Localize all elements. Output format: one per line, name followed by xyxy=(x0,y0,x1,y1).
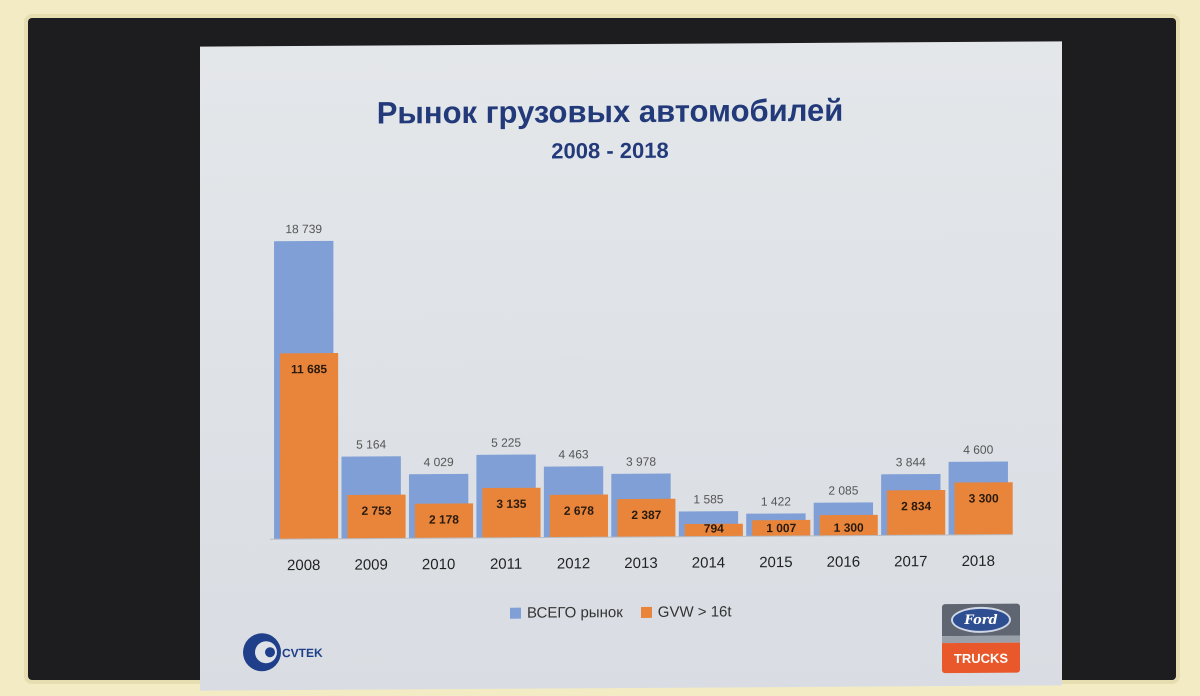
x-tick-2009: 2009 xyxy=(354,556,387,573)
label-total-2011: 5 225 xyxy=(491,436,521,450)
label-gvw-2009: 2 753 xyxy=(362,504,392,518)
label-gvw-2018: 3 300 xyxy=(969,491,999,505)
legend-label-gvw: GVW > 16t xyxy=(657,603,732,621)
label-total-2016: 2 085 xyxy=(828,483,858,497)
x-tick-2011: 2011 xyxy=(490,556,522,573)
legend-item-total: ВСЕГО рынок xyxy=(510,604,623,622)
legend-item-gvw: GVW > 16t xyxy=(640,603,732,621)
label-gvw-2013: 2 387 xyxy=(631,508,661,522)
x-tick-2010: 2010 xyxy=(422,556,455,573)
label-gvw-2010: 2 178 xyxy=(429,512,459,526)
bar-gvw-2009 xyxy=(347,494,406,539)
chart-legend: ВСЕГО рынок GVW > 16t xyxy=(510,603,732,622)
ford-oval: Ford xyxy=(951,606,1011,634)
x-tick-2016: 2016 xyxy=(827,554,860,571)
label-gvw-2016: 1 300 xyxy=(834,521,864,535)
svg-text:CVTEK: CVTEK xyxy=(282,646,323,660)
x-tick-2013: 2013 xyxy=(624,555,657,572)
bar-gvw-2012 xyxy=(549,494,608,538)
bar-gvw-2014 xyxy=(684,523,743,537)
bar-gvw-2018 xyxy=(954,482,1013,536)
x-tick-2018: 2018 xyxy=(962,553,995,570)
monitor-frame: Рынок грузовых автомобилей 2008 - 2018 1… xyxy=(28,18,1176,691)
ford-trucks-logo: Ford TRUCKS xyxy=(942,603,1020,674)
bar-gvw-2008 xyxy=(279,352,339,540)
legend-label-total: ВСЕГО рынок xyxy=(527,604,623,622)
label-gvw-2011: 3 135 xyxy=(496,497,526,511)
x-axis-line xyxy=(270,534,1012,540)
legend-swatch-total xyxy=(510,607,521,619)
label-gvw-2017: 2 834 xyxy=(901,499,931,513)
x-tick-2015: 2015 xyxy=(759,554,792,571)
bar-chart: 18 739 11 685 2008 5 164 2 753 2009 4 029 2 178… xyxy=(270,222,1013,574)
bar-gvw-2011 xyxy=(482,487,541,538)
label-gvw-2014: 794 xyxy=(704,521,724,535)
bar-gvw-2010 xyxy=(414,503,474,539)
trucks-label: TRUCKS xyxy=(942,642,1020,674)
label-total-2010: 4 029 xyxy=(424,455,454,469)
presentation-slide: Рынок грузовых автомобилей 2008 - 2018 1… xyxy=(200,41,1062,691)
bar-gvw-2017 xyxy=(887,490,946,536)
x-tick-2012: 2012 xyxy=(557,555,590,572)
x-tick-2017: 2017 xyxy=(894,553,927,570)
company-logo: CVTEK xyxy=(243,633,323,672)
label-total-2013: 3 978 xyxy=(626,455,656,469)
x-tick-2008: 2008 xyxy=(287,557,320,574)
label-gvw-2015: 1 007 xyxy=(766,521,796,535)
bar-gvw-2015 xyxy=(752,519,811,537)
bar-gvw-2016 xyxy=(819,514,878,536)
label-total-2015: 1 422 xyxy=(761,494,791,508)
label-total-2017: 3 844 xyxy=(896,455,926,469)
label-gvw-2008: 11 685 xyxy=(291,362,327,376)
x-tick-2014: 2014 xyxy=(692,554,725,571)
label-total-2014: 1 585 xyxy=(693,492,723,506)
legend-swatch-gvw xyxy=(640,606,652,618)
label-total-2018: 4 600 xyxy=(963,443,993,457)
bar-gvw-2013 xyxy=(617,498,676,538)
label-gvw-2012: 2 678 xyxy=(564,504,594,518)
label-total-2009: 5 164 xyxy=(356,437,386,451)
label-total-2012: 4 463 xyxy=(559,447,589,461)
label-total-2008: 18 739 xyxy=(285,222,322,236)
